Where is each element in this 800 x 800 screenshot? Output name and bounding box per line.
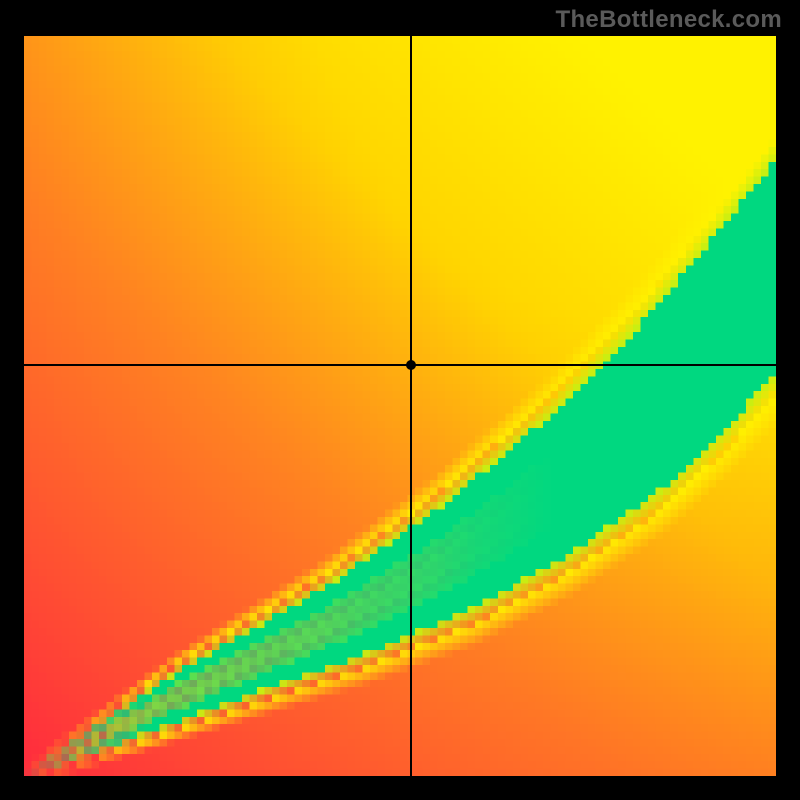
plot-area (24, 36, 776, 776)
crosshair-vertical (410, 36, 412, 776)
chart-container: TheBottleneck.com (0, 0, 800, 800)
watermark-label: TheBottleneck.com (556, 6, 782, 34)
heatmap-canvas (24, 36, 776, 776)
crosshair-marker (406, 360, 416, 370)
crosshair-horizontal (24, 364, 776, 366)
